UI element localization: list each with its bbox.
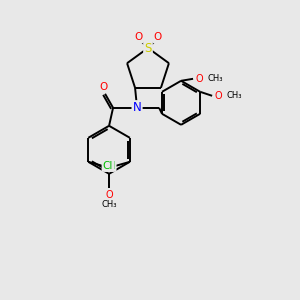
Text: CH₃: CH₃ — [207, 74, 223, 83]
Text: CH₃: CH₃ — [101, 200, 117, 209]
Text: O: O — [105, 190, 113, 200]
Text: O: O — [214, 91, 222, 101]
Text: O: O — [99, 82, 107, 92]
Text: O: O — [195, 74, 203, 84]
Text: N: N — [133, 101, 141, 114]
Text: Cl: Cl — [103, 161, 113, 171]
Text: CH₃: CH₃ — [226, 91, 242, 100]
Text: O: O — [134, 32, 142, 42]
Text: S: S — [144, 41, 152, 55]
Text: O: O — [154, 32, 162, 42]
Text: Cl: Cl — [105, 161, 116, 171]
